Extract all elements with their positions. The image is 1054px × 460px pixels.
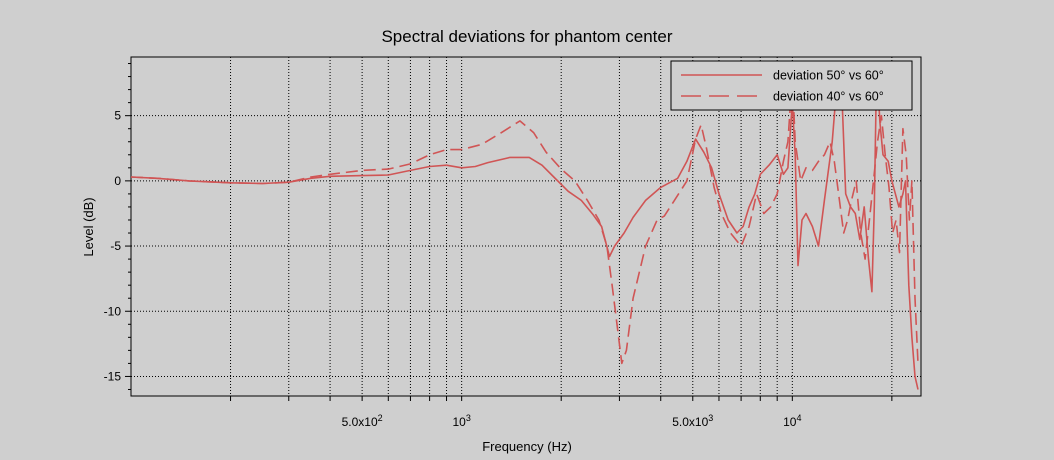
x-axis-label: Frequency (Hz) — [482, 439, 572, 454]
y-axis-ticks: 5 0 -5 -10 -15 — [104, 63, 131, 390]
y-tick-label: 0 — [114, 174, 121, 188]
y-tick-label: 5 — [114, 109, 121, 123]
y-axis-label: Level (dB) — [81, 197, 96, 256]
chart-title: Spectral deviations for phantom center — [381, 27, 672, 46]
x-tick-label: 5.0x102 — [342, 413, 383, 429]
y-tick-label: -5 — [110, 239, 121, 253]
plot-area — [130, 56, 922, 397]
y-tick-label: -10 — [104, 304, 122, 318]
series-layer — [130, 62, 919, 390]
x-axis-ticks: 5.0x102 103 5.0x103 104 — [230, 396, 893, 429]
series-line-1 — [130, 62, 919, 390]
x-tick-label: 103 — [452, 413, 470, 429]
x-tick-label: 104 — [783, 413, 801, 429]
legend: deviation 50° vs 60° deviation 40° vs 60… — [670, 60, 913, 111]
grid — [131, 57, 921, 396]
x-tick-label: 5.0x103 — [672, 413, 713, 429]
y-tick-label: -15 — [104, 369, 122, 383]
legend-label-40-vs-60: deviation 40° vs 60° — [773, 90, 884, 104]
series-line-2 — [130, 75, 919, 365]
legend-box — [670, 60, 913, 111]
legend-label-50-vs-60: deviation 50° vs 60° — [773, 69, 884, 83]
